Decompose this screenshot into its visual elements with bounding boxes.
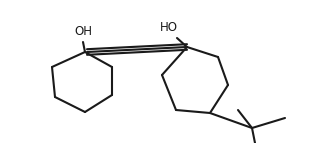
Text: HO: HO bbox=[160, 21, 178, 34]
Text: OH: OH bbox=[74, 25, 92, 38]
